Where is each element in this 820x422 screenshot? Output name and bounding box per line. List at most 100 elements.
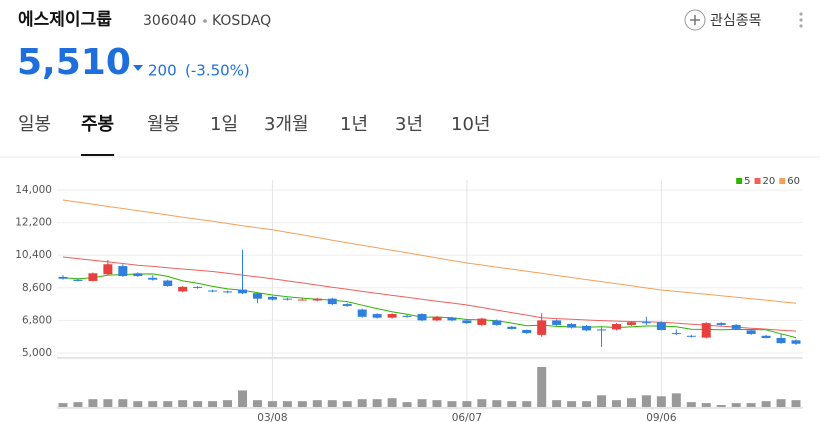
candle-body xyxy=(387,314,397,318)
volume-bar xyxy=(761,401,771,407)
volume-bar xyxy=(791,400,801,407)
candle-body xyxy=(327,298,337,305)
y-tick-label: 10,400 xyxy=(15,249,52,261)
tab[interactable]: 3개월 xyxy=(264,114,309,135)
candle-body xyxy=(118,266,128,277)
candle-body xyxy=(597,329,607,331)
candle-body xyxy=(252,293,262,299)
separator xyxy=(203,19,207,23)
y-tick-label: 5,000 xyxy=(22,347,52,359)
y-tick-label: 12,200 xyxy=(15,217,52,229)
volume-bar xyxy=(88,399,98,407)
tab[interactable]: 주봉 xyxy=(81,114,114,135)
volume-bar xyxy=(701,403,711,407)
volume-bar xyxy=(402,402,412,407)
chart: 5,000 6,800 8,600 10,400 12,200 14,000 03/08 06… xyxy=(15,176,803,422)
volume-bar xyxy=(267,401,277,407)
y-tick-label: 8,600 xyxy=(22,282,52,294)
candle-body xyxy=(611,324,621,330)
volume-bar xyxy=(507,401,517,407)
volume-bar xyxy=(178,400,188,407)
ma-line xyxy=(62,273,797,339)
tab[interactable]: 10년 xyxy=(451,114,490,135)
volume-bar xyxy=(537,367,547,407)
candle-body xyxy=(148,277,158,280)
candle-body xyxy=(477,318,487,325)
legend-label: 60 xyxy=(787,176,800,187)
volume-bar xyxy=(73,402,83,407)
candle-body xyxy=(312,298,322,301)
stock-title: 에스제이그룹 xyxy=(18,10,112,30)
volume-bar xyxy=(342,401,352,407)
volume-bar xyxy=(312,400,322,407)
volume-bar xyxy=(611,400,621,407)
volume-bar xyxy=(716,405,726,407)
candle-body xyxy=(193,286,203,288)
candle-body xyxy=(492,320,502,325)
watch-button[interactable]: 관심종목 xyxy=(684,9,762,31)
candle-body xyxy=(522,329,532,334)
volume-bar xyxy=(731,403,741,407)
volume-bar xyxy=(372,399,382,407)
more-button[interactable] xyxy=(799,12,803,28)
tab[interactable]: 1일 xyxy=(210,114,238,135)
volume-bar xyxy=(671,393,681,407)
candle-body xyxy=(372,314,382,318)
volume-bar xyxy=(417,399,427,407)
candle-body xyxy=(238,289,248,294)
candle-body xyxy=(671,333,681,335)
down-arrow xyxy=(133,65,143,71)
ma-line xyxy=(62,256,797,332)
stock-code: 306040 xyxy=(143,13,196,29)
watch-label: 관심종목 xyxy=(710,13,762,29)
volume-bar xyxy=(238,390,248,407)
candle-body xyxy=(537,320,547,335)
volume-bar xyxy=(477,399,487,407)
volume-bar xyxy=(641,395,651,407)
market: KOSDAQ xyxy=(212,13,271,29)
candle-body xyxy=(776,337,786,344)
volume-bar xyxy=(163,401,173,407)
volume-bar xyxy=(133,401,143,407)
volume-bar xyxy=(462,401,472,407)
candle-body xyxy=(686,335,696,337)
x-tick-label: 09/06 xyxy=(646,412,677,422)
candle-body xyxy=(447,317,457,321)
volume-bar xyxy=(582,401,592,407)
candle-body xyxy=(701,323,711,338)
tab[interactable]: 3년 xyxy=(395,114,423,135)
volume-bar xyxy=(327,400,337,407)
volume-bar xyxy=(522,401,532,407)
ma-line xyxy=(62,199,797,304)
candle-body xyxy=(417,314,427,321)
tab[interactable]: 1년 xyxy=(340,114,368,135)
volume-bar xyxy=(118,399,128,407)
candle-body xyxy=(58,276,68,279)
candle-body xyxy=(357,309,367,317)
tab[interactable]: 월봉 xyxy=(147,114,180,135)
change-pct: (-3.50%) xyxy=(185,62,250,80)
y-tick-label: 14,000 xyxy=(15,184,52,196)
volume-bar xyxy=(447,401,457,407)
candle-body xyxy=(731,324,741,329)
volume-bar xyxy=(58,403,68,407)
candle-body xyxy=(73,279,83,281)
volume-bar xyxy=(686,402,696,407)
candle-body xyxy=(582,325,592,331)
volume-bar xyxy=(567,401,577,407)
candle-body xyxy=(746,330,756,334)
volume-bar xyxy=(252,400,262,407)
x-tick-label: 03/08 xyxy=(257,412,287,422)
change: 200 xyxy=(148,62,177,80)
legend-label: 5 xyxy=(744,176,750,187)
candle-body xyxy=(342,304,352,306)
tab[interactable]: 일봉 xyxy=(18,114,51,135)
legend-swatch xyxy=(736,178,743,184)
price: 5,510 xyxy=(17,42,131,83)
volume-bar xyxy=(148,401,158,407)
candle-body xyxy=(626,322,636,325)
volume-bar xyxy=(746,403,756,407)
dot xyxy=(799,12,803,16)
volume-bar xyxy=(626,398,636,407)
volume-bar xyxy=(223,400,233,407)
